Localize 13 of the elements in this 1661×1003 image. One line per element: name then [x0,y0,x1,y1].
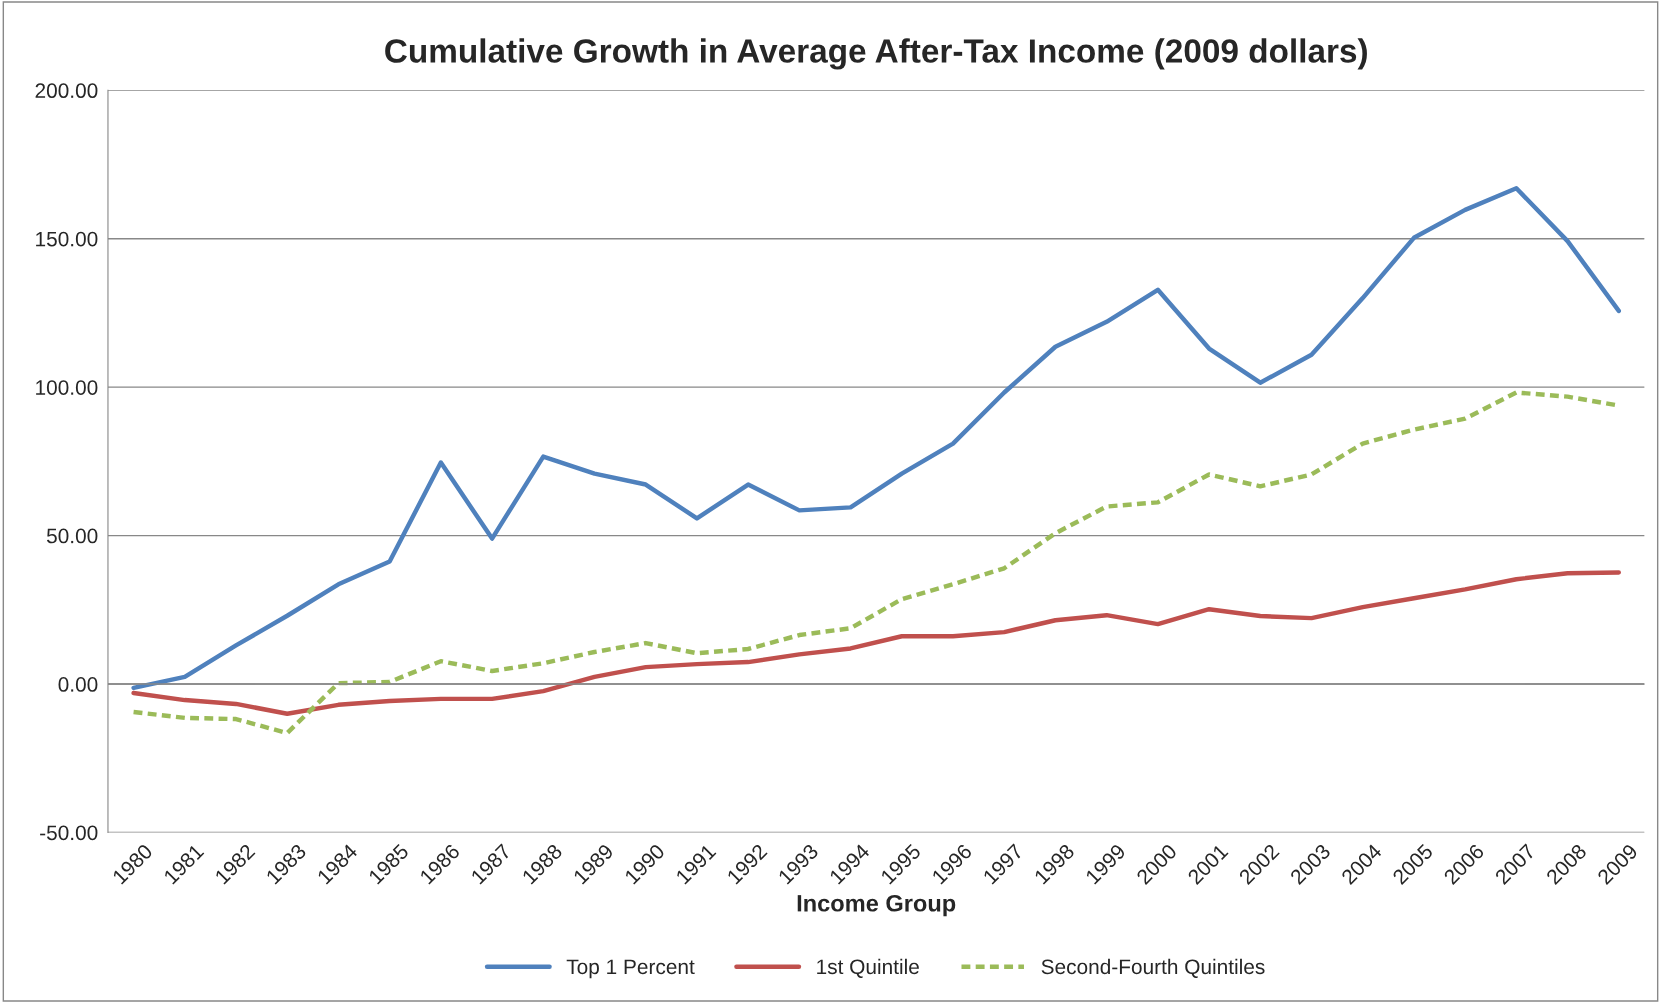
y-tick-label: 0.00 [58,677,98,692]
y-tick-label: 100.00 [36,380,98,395]
x-axis-title: Income Group [797,894,956,917]
legend-label: Second-Fourth Quintiles [1041,958,1265,978]
line-series [131,186,1621,691]
y-tick-label: 150.00 [36,231,98,247]
y-tick-label: -50.00 [40,825,98,841]
chart-title: Cumulative Growth in Average After-Tax Income (2009 dollars) [385,38,1367,70]
y-tick-label: 200.00 [35,83,98,99]
legend-label: Top 1 Percent [566,959,695,979]
line-series [131,570,1621,716]
y-tick-label: 50.00 [46,528,98,544]
legend-label: 1st Quintile [817,958,919,978]
